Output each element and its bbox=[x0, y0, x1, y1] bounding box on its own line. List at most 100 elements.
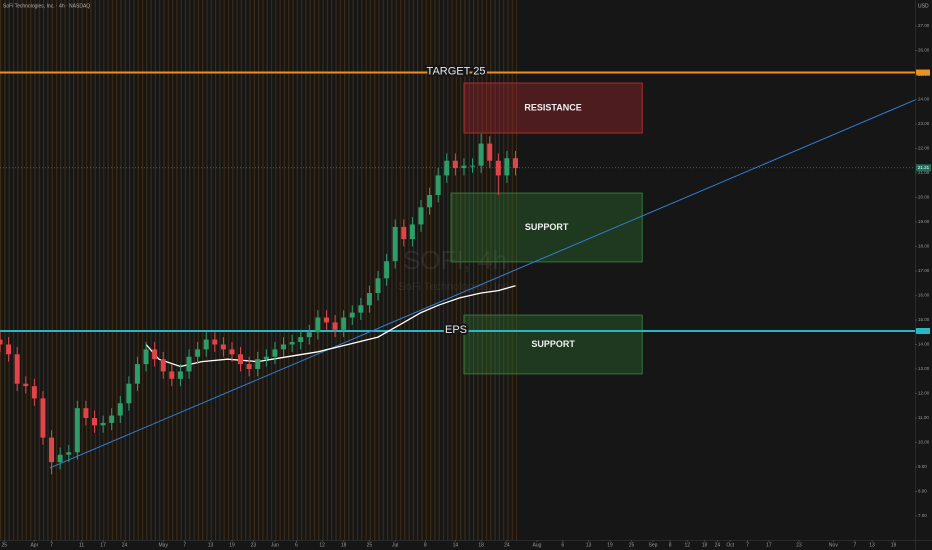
y-tick-label: 21.00 bbox=[918, 170, 930, 175]
watermark: SOFI, 4h bbox=[403, 245, 507, 275]
price-tag bbox=[916, 328, 930, 335]
y-tick-label: 15.00 bbox=[918, 317, 930, 322]
x-tick-label: 25 bbox=[367, 542, 373, 548]
candle-body bbox=[487, 143, 493, 161]
y-tick-label: 16.00 bbox=[918, 293, 930, 298]
x-tick-label: 6 bbox=[561, 542, 564, 548]
candle-body bbox=[14, 354, 20, 384]
candle-body bbox=[109, 415, 115, 423]
x-tick-label: 7 bbox=[746, 542, 749, 548]
chart-title: SoFi Technologies, Inc. · 4h · NASDAQ bbox=[3, 3, 90, 9]
x-tick-label: 8 bbox=[424, 542, 427, 548]
candle-body bbox=[220, 344, 226, 350]
moving-average bbox=[145, 285, 516, 368]
zone-label: RESISTANCE bbox=[524, 102, 581, 112]
y-tick-label: 7.00 bbox=[918, 513, 927, 518]
candle-body bbox=[349, 312, 355, 318]
candle-body bbox=[272, 349, 278, 357]
candle-body bbox=[512, 158, 518, 169]
x-tick-label: 18 bbox=[341, 542, 347, 548]
y-tick-label: 14.00 bbox=[918, 342, 930, 347]
x-tick-label: 18 bbox=[478, 542, 484, 548]
last-price-tag bbox=[916, 164, 931, 172]
x-tick-label: 23 bbox=[251, 542, 257, 548]
candle-body bbox=[461, 165, 467, 169]
currency: USD bbox=[918, 3, 929, 9]
y-tick-label: 9.00 bbox=[918, 464, 927, 469]
y-tick-label: 27.00 bbox=[918, 23, 930, 28]
candle-body bbox=[169, 371, 175, 379]
candle-body bbox=[229, 349, 235, 355]
candle-body bbox=[315, 317, 321, 333]
y-tick-label: 19.00 bbox=[918, 219, 930, 224]
y-tick-label: 23.00 bbox=[918, 121, 930, 126]
candle-body bbox=[384, 261, 390, 279]
x-tick-label: 18 bbox=[702, 542, 708, 548]
x-tick-label: 24 bbox=[715, 542, 721, 548]
x-tick-label: 11 bbox=[79, 542, 84, 548]
candle-body bbox=[177, 371, 183, 379]
y-tick-label: 26.00 bbox=[918, 48, 930, 53]
line-label: TARGET 25 bbox=[427, 65, 486, 77]
x-tick-label: 13 bbox=[586, 542, 592, 548]
candle-body bbox=[452, 160, 458, 169]
candle-body bbox=[49, 437, 55, 463]
y-tick-label: 8.00 bbox=[918, 489, 927, 494]
x-tick-label: 7 bbox=[50, 542, 53, 548]
candle-body bbox=[358, 305, 364, 313]
y-tick-label: 20.00 bbox=[918, 195, 930, 200]
y-tick-label: 17.00 bbox=[918, 268, 930, 273]
candle-body bbox=[66, 452, 72, 455]
x-tick-label: 24 bbox=[122, 542, 128, 548]
candle-body bbox=[409, 224, 415, 240]
candle-body bbox=[418, 207, 424, 225]
candle-body bbox=[160, 359, 166, 372]
candle-body bbox=[263, 356, 269, 360]
zone bbox=[463, 314, 643, 375]
x-tick-label: 7 bbox=[853, 542, 856, 548]
x-tick-label: 23 bbox=[796, 542, 802, 548]
candle-body bbox=[23, 383, 29, 387]
candle-body bbox=[246, 364, 252, 369]
x-tick-label: 24 bbox=[504, 542, 510, 548]
candle-body bbox=[0, 339, 3, 345]
y-tick-label: 24.00 bbox=[918, 97, 930, 102]
candle-body bbox=[74, 408, 80, 453]
candle-body bbox=[444, 160, 450, 176]
x-tick-label: 13 bbox=[869, 542, 875, 548]
candle-body bbox=[57, 454, 63, 463]
x-tick-label: 19 bbox=[229, 542, 235, 548]
candle-body bbox=[306, 332, 312, 338]
candle-body bbox=[143, 349, 149, 365]
candle-body bbox=[152, 349, 158, 360]
candle-body bbox=[470, 165, 476, 167]
candle-body bbox=[332, 322, 338, 330]
x-tick-label: 14 bbox=[453, 542, 459, 548]
candle-body bbox=[126, 383, 132, 404]
x-tick-label: 7 bbox=[183, 542, 186, 548]
candle-body bbox=[281, 344, 287, 350]
x-tick-label: 19 bbox=[607, 542, 613, 548]
candle-body bbox=[435, 175, 441, 196]
zone bbox=[450, 192, 643, 263]
candle-body bbox=[31, 386, 37, 399]
x-tick-label: 13 bbox=[208, 542, 214, 548]
candle-body bbox=[186, 356, 192, 372]
y-tick-label: 11.00 bbox=[918, 415, 929, 420]
x-tick-label: May bbox=[159, 542, 169, 548]
x-tick-label: Nov bbox=[829, 542, 838, 548]
x-tick-label: 12 bbox=[319, 542, 325, 548]
candle-body bbox=[238, 354, 244, 365]
x-tick-label: 19 bbox=[891, 542, 897, 548]
candle-body bbox=[212, 339, 218, 345]
zone-label: SUPPORT bbox=[525, 222, 569, 232]
candle-body bbox=[289, 342, 295, 345]
candle-body bbox=[203, 339, 209, 350]
line-label: EPS bbox=[445, 324, 467, 336]
candle-body bbox=[117, 403, 123, 416]
candle-body bbox=[195, 349, 201, 357]
trendline bbox=[49, 99, 916, 469]
x-tick-label: Sep bbox=[649, 542, 658, 548]
candle-body bbox=[478, 143, 484, 166]
